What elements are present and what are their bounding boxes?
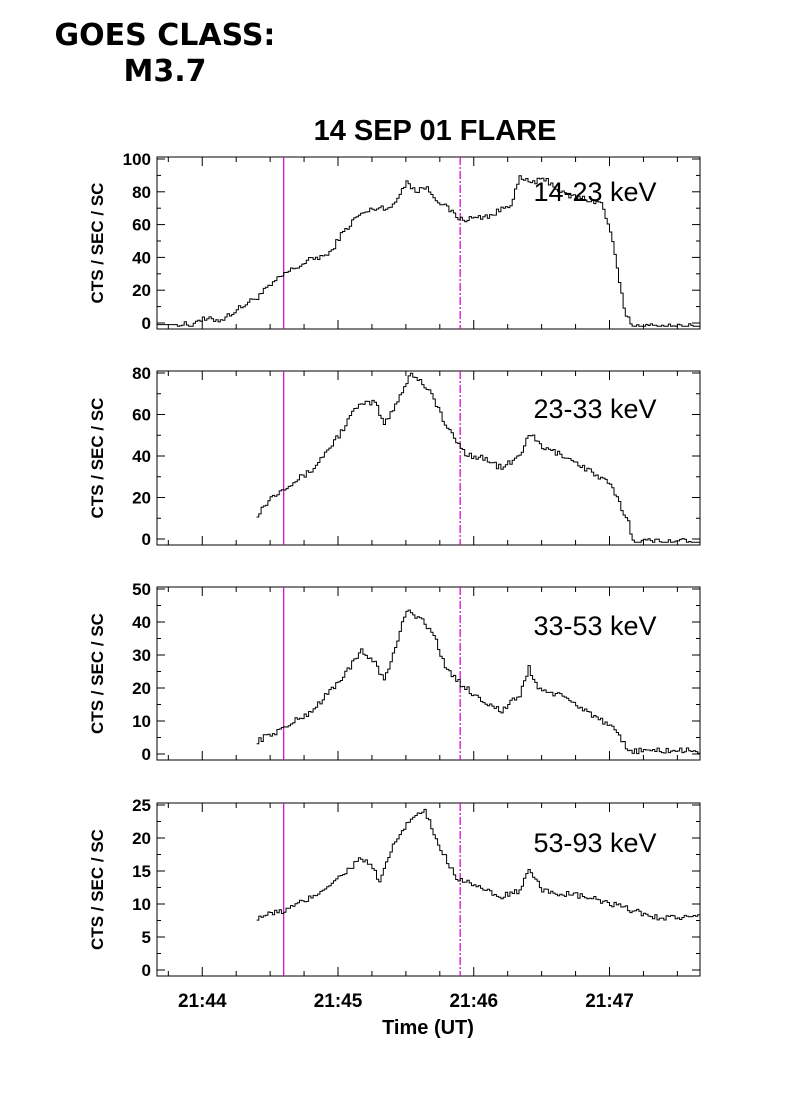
y-axis-label: CTS / SEC / SC — [88, 398, 107, 519]
y-tick-label: 100 — [123, 150, 151, 169]
energy-band-label: 33-53 keV — [533, 611, 656, 641]
y-tick-label: 40 — [132, 248, 151, 267]
panel-4: 0 5 10 15 20 25 CTS / SEC / SC 53-93 keV — [88, 796, 701, 980]
y-tick-label: 15 — [132, 862, 151, 881]
count-rate-trace — [157, 175, 700, 327]
y-tick-label: 20 — [132, 829, 151, 848]
y-tick-label: 60 — [132, 216, 151, 235]
energy-band-label: 14-23 keV — [533, 177, 656, 207]
panel-frame — [156, 370, 701, 546]
y-tick-label: 0 — [142, 745, 151, 764]
y-tick-label: 5 — [142, 928, 151, 947]
panel-frame — [156, 156, 701, 330]
y-tick-label: 0 — [142, 961, 151, 980]
y-axis-label: CTS / SEC / SC — [88, 613, 107, 734]
y-tick-label: 40 — [132, 613, 151, 632]
y-tick-label: 10 — [132, 712, 151, 731]
y-axis-label: CTS / SEC / SC — [88, 829, 107, 950]
x-tick-label: 21:47 — [585, 991, 634, 1012]
count-rate-trace — [256, 372, 700, 543]
y-tick-label: 40 — [132, 447, 151, 466]
panel-1: 0 20 40 60 80 100 CTS / SEC / SC 14-23 keV — [88, 150, 701, 333]
x-axis-label: Time (UT) — [382, 1017, 474, 1039]
goes-class-value: M3.7 — [123, 54, 207, 89]
count-rate-trace — [256, 808, 701, 921]
panel-3: 0 10 20 30 40 50 CTS / SEC / SC 33-53 keV — [88, 580, 701, 764]
y-tick-label: 80 — [132, 364, 151, 383]
x-tick-label: 21:46 — [449, 991, 498, 1012]
energy-band-label: 53-93 keV — [533, 828, 656, 858]
y-axis-label: CTS / SEC / SC — [88, 183, 107, 304]
energy-band-label: 23-33 keV — [533, 394, 656, 424]
chart-title: 14 SEP 01 FLARE — [314, 115, 557, 147]
count-rate-trace — [256, 609, 701, 755]
x-tick-label: 21:45 — [314, 991, 363, 1012]
x-axis: 21:44 21:45 21:46 21:47 — [178, 991, 634, 1012]
y-tick-label: 80 — [132, 183, 151, 202]
y-tick-label: 10 — [132, 895, 151, 914]
y-tick-label: 0 — [142, 530, 151, 549]
y-tick-label: 50 — [132, 580, 151, 599]
y-tick-label: 20 — [132, 281, 151, 300]
y-tick-label: 20 — [132, 489, 151, 508]
x-tick-label: 21:44 — [178, 991, 227, 1012]
y-tick-label: 60 — [132, 406, 151, 425]
y-tick-label: 30 — [132, 646, 151, 665]
goes-class-annotation: GOES CLASS: M3.7 — [40, 18, 290, 90]
panel-2: 0 20 40 60 80 CTS / SEC / SC 23-33 keV — [88, 364, 701, 549]
y-tick-label: 0 — [142, 314, 151, 333]
y-tick-label: 25 — [132, 796, 151, 815]
panel-frame — [156, 802, 701, 977]
y-tick-label: 20 — [132, 679, 151, 698]
panel-frame — [156, 586, 701, 761]
goes-class-label: GOES CLASS: — [54, 18, 276, 53]
